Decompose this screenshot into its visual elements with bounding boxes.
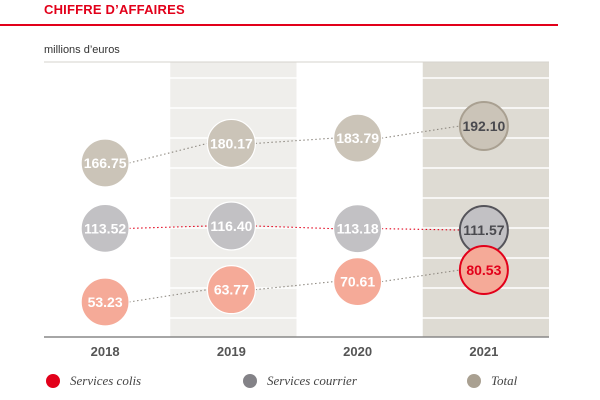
value-label-services-courrier-2019: 116.40 [210,218,252,234]
value-label-services-colis-2018: 53.23 [88,294,123,310]
x-tick-label-2020: 2020 [343,344,372,359]
legend-item-total: Total [467,373,517,389]
legend-label-services-colis: Services colis [70,373,142,388]
value-label-total-2018: 166.75 [84,155,127,171]
bubble-services-colis-2018 [80,277,130,327]
bubble-services-colis-2021 [458,245,509,295]
value-label-services-colis-2019: 63.77 [214,282,249,298]
value-label-services-courrier-2018: 113.52 [84,220,126,236]
value-label-total-2020: 183.79 [336,130,379,146]
value-label-services-colis-2020: 70.61 [340,274,375,290]
bubble-services-courrier-2018 [80,203,130,253]
value-label-total-2021: 192.10 [462,118,505,134]
connector-total [128,142,208,164]
legend-dot-services-courrier [243,374,257,388]
bubble-services-colis-2019 [206,265,256,315]
bubble-total-2020 [333,113,383,163]
legend-label-total: Total [491,373,518,388]
unit-label: millions d’euros [44,44,120,56]
connector-services-courrier [381,228,460,231]
value-label-total-2019: 180.17 [210,135,253,151]
bubble-total-2018 [80,138,130,188]
chart-legend: Services colis Services courrier Total [0,373,600,397]
bubble-services-colis-2020 [333,257,383,307]
bubble-total-2021 [458,101,509,151]
chart-title: CHIFFRE D’AFFAIRES [44,2,185,17]
value-label-services-courrier-2021: 111.57 [463,222,504,238]
value-label-services-colis-2021: 80.53 [466,262,501,278]
connector-services-courrier [255,225,334,230]
title-rule [0,24,558,26]
connector-services-colis [255,281,334,291]
bubble-services-courrier-2019 [206,201,256,251]
x-tick-label-2021: 2021 [469,344,498,359]
connector-services-colis [381,269,460,283]
legend-dot-services-colis [46,374,60,388]
connector-services-courrier [129,225,208,229]
bubble-services-courrier-2020 [333,204,383,254]
x-tick-label-2019: 2019 [217,344,246,359]
legend-label-services-courrier: Services courrier [267,373,357,388]
legend-item-services-colis: Services colis [46,373,141,389]
legend-dot-total [467,374,481,388]
connector-total [255,137,334,144]
x-tick-label-2018: 2018 [91,344,120,359]
connector-total [381,125,460,139]
bubble-chart: 166.75 180.17 183.79 192.10 113.52 116.40 113.… [44,61,549,359]
connector-services-colis [129,289,208,303]
bubble-total-2019 [206,118,256,169]
value-label-services-courrier-2020: 113.18 [337,221,379,237]
legend-item-services-courrier: Services courrier [243,373,357,389]
